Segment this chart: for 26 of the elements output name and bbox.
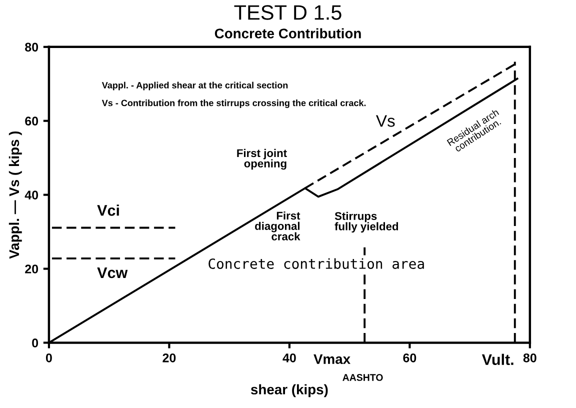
- y-tick-label: 20: [25, 264, 38, 274]
- x-tick-label: 80: [523, 353, 536, 362]
- series-label: Vci: [97, 204, 119, 216]
- series-label: Vcw: [97, 267, 128, 278]
- chart-title: TEST D 1.5: [234, 5, 342, 20]
- y-axis-title: Vappl. — Vs ( kips ): [8, 131, 22, 259]
- annotation: First joint opening: [237, 148, 287, 170]
- chart-subtitle: Concrete Contribution: [214, 28, 361, 38]
- text: AASHTO: [342, 374, 383, 381]
- annotation: Stirrups fully yielded: [334, 212, 398, 233]
- annotation: First diagonal crack: [255, 211, 300, 240]
- series-label: Vs: [376, 115, 395, 127]
- annotation: Vs - Contribution from the stirrups crossing the critical crack.: [102, 100, 366, 108]
- x-tick-label: 20: [162, 353, 176, 362]
- x-tick-label: 40: [282, 353, 296, 362]
- y-tick-label: 0: [32, 338, 38, 348]
- x-tick-label: 0: [46, 353, 52, 362]
- y-tick-label: 80: [25, 42, 38, 52]
- x-tick-label: 60: [403, 353, 416, 362]
- annotation: Vappl. - Applied shear at the critical section: [102, 82, 288, 90]
- y-tick-label: 40: [24, 190, 38, 200]
- series-label: Vult.: [482, 354, 514, 366]
- x-axis-title: shear (kips): [250, 384, 328, 398]
- y-tick-label: 60: [25, 116, 38, 126]
- series-label: Vmax: [314, 354, 350, 364]
- annotation: Concrete contribution area: [208, 258, 424, 269]
